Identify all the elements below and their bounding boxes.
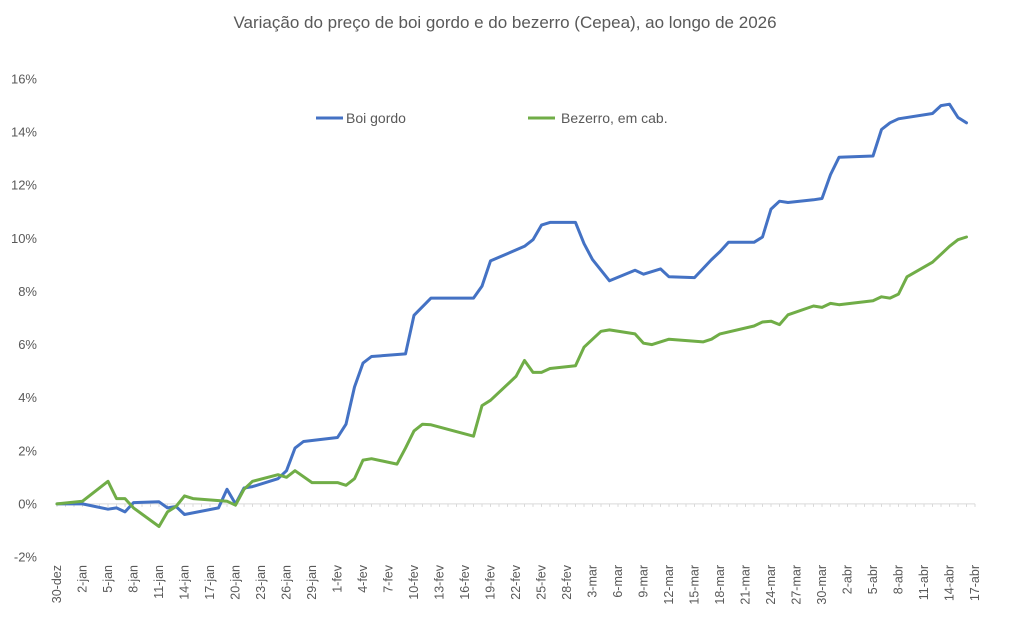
x-tick-label: 13-fev xyxy=(433,564,447,599)
x-tick-label: 16-fev xyxy=(458,564,472,599)
x-tick-label: 22-fev xyxy=(509,564,523,599)
x-tick-label: 5-jan xyxy=(101,565,115,593)
x-tick-label: 17-jan xyxy=(203,565,217,600)
x-tick-label: 10-fev xyxy=(407,564,421,599)
y-tick-label: 10% xyxy=(11,231,37,246)
x-tick-label: 30-dez xyxy=(50,565,64,603)
chart-title: Variação do preço de boi gordo e do beze… xyxy=(233,13,776,32)
series-line-boi-gordo xyxy=(55,102,968,516)
y-tick-label: 2% xyxy=(18,443,37,458)
x-tick-label: 5-abr xyxy=(866,565,880,594)
x-tick-label: 6-mar xyxy=(611,565,625,598)
x-tick-label: 14-abr xyxy=(943,565,957,601)
y-tick-label: 4% xyxy=(18,390,37,405)
legend-label: Boi gordo xyxy=(346,110,406,126)
y-tick-label: 6% xyxy=(18,337,37,352)
x-tick-label: 7-fev xyxy=(382,564,396,593)
x-tick-label: 2-abr xyxy=(841,565,855,594)
legend: Boi gordo Bezerro, em cab. xyxy=(316,110,668,126)
x-tick-label: 17-abr xyxy=(968,565,982,601)
x-tick-label: 19-fev xyxy=(484,564,498,599)
x-tick-label: 3-mar xyxy=(586,565,600,598)
x-tick-label: 8-jan xyxy=(127,565,141,593)
y-tick-label: 12% xyxy=(11,178,37,193)
x-tick-label: 28-fev xyxy=(560,564,574,599)
x-tick-label: 27-mar xyxy=(790,565,804,605)
x-tick-label: 25-fev xyxy=(535,564,549,599)
x-tick-label: 9-mar xyxy=(637,565,651,598)
x-tick-label: 20-jan xyxy=(229,565,243,600)
y-tick-label: 8% xyxy=(18,284,37,299)
x-tick-label: 1-fev xyxy=(331,564,345,593)
y-tick-label: 0% xyxy=(18,496,37,511)
x-tick-label: 11-abr xyxy=(917,565,931,600)
x-tick-label: 11-jan xyxy=(152,565,166,599)
x-tick-label: 15-mar xyxy=(688,565,702,605)
x-tick-label: 14-jan xyxy=(178,565,192,600)
y-tick-label: -2% xyxy=(14,550,38,565)
x-tick-label: 18-mar xyxy=(713,565,727,605)
legend-label: Bezerro, em cab. xyxy=(561,110,668,126)
series-line-bezerro xyxy=(55,235,968,528)
series-layer xyxy=(55,102,968,528)
x-tick-label: 8-abr xyxy=(892,565,906,594)
x-tick-label: 4-fev xyxy=(356,564,370,593)
x-tick-label: 30-mar xyxy=(815,565,829,605)
x-tick-label: 21-mar xyxy=(739,565,753,605)
y-axis: -2% 0% 2% 4% 6% 8% 10% 12% 14% 16% xyxy=(11,72,37,565)
y-tick-label: 14% xyxy=(11,125,37,140)
x-tick-label: 23-jan xyxy=(254,565,268,600)
x-tick-label: 12-mar xyxy=(662,565,676,605)
x-tick-label: 26-jan xyxy=(280,565,294,600)
x-tick-label: 2-jan xyxy=(76,565,90,593)
x-tick-label: 24-mar xyxy=(764,565,778,605)
x-tick-label: 29-jan xyxy=(305,565,319,600)
x-axis: 30-dez 2-jan 5-jan 8-jan 11-jan 14-jan 17-jan 2… xyxy=(50,503,982,605)
y-tick-label: 16% xyxy=(11,72,37,87)
